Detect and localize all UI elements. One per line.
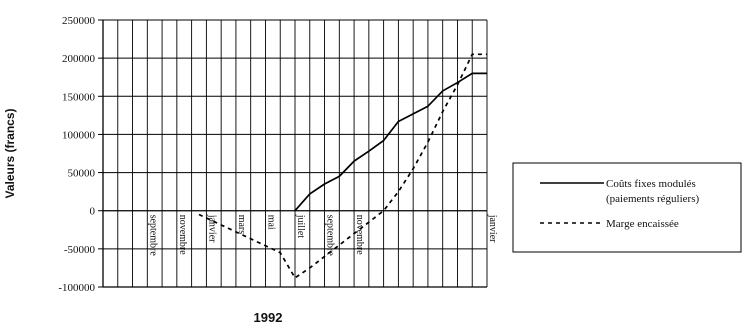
series-line-marge [198,53,487,279]
x-tick-label: janvier [487,214,498,243]
x-tick-label: juillet [295,214,306,239]
grid [102,19,488,288]
y-tick-labels: 250000 200000 150000 100000 50000 0 -50000 -100… [58,15,95,294]
x-tick-label: janvier [206,214,217,243]
legend-box [512,162,742,253]
x-tick-label: novembre [177,215,188,256]
y-tick-label: 200000 [62,53,96,65]
y-tick-label: 250000 [62,15,96,27]
x-tick-labels: septembre novembre janvier mars mai juillet se… [147,214,498,257]
legend-label-couts-fixes: Coûts fixes modulés [606,178,696,190]
x-tick-label: septembre [325,215,336,257]
y-tick-label: -50000 [64,244,96,256]
y-tick-label: 150000 [62,91,96,103]
series-line-couts-fixes [294,72,487,212]
legend-label-marge: Marge encaissée [606,218,679,230]
legend: Coûts fixes modulés (paiements réguliers… [512,162,742,253]
y-tick-label: 100000 [62,129,96,141]
y-axis-label: Valeurs (francs) [3,108,17,198]
x-tick-label: mars [236,215,247,235]
x-axis-label: 1992 [254,310,283,325]
y-tick-label: 0 [90,206,96,218]
series-layer [198,53,487,279]
y-tick-label: 50000 [68,168,96,180]
x-tick-label: mai [265,215,276,230]
axes [98,19,487,288]
legend-label-couts-fixes-line2: (paiements réguliers) [606,193,699,205]
x-tick-label: septembre [147,215,158,257]
x-tick-label: novembre [354,215,365,256]
y-tick-label: -100000 [58,282,95,294]
